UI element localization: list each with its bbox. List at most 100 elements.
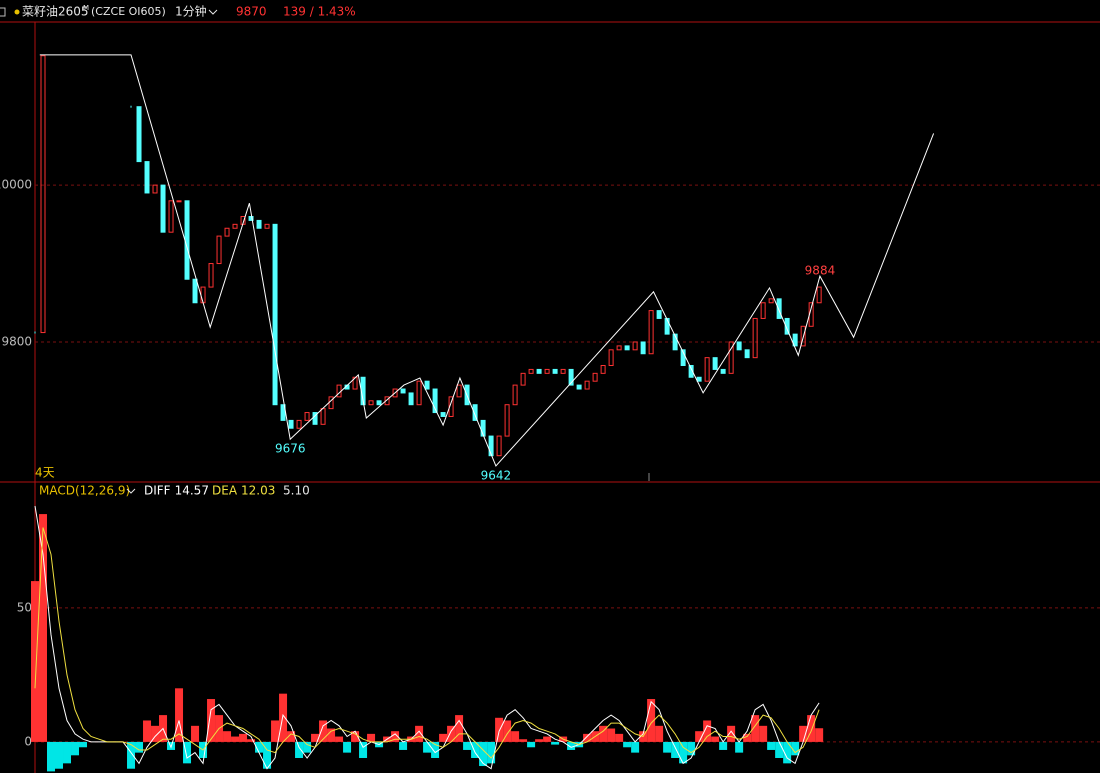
candle bbox=[504, 404, 510, 437]
macd-bar bbox=[703, 720, 712, 742]
macd-bar bbox=[519, 739, 528, 742]
macd-bar bbox=[623, 741, 632, 748]
candle bbox=[392, 388, 398, 398]
candle bbox=[528, 368, 534, 374]
macd-bar bbox=[527, 741, 536, 748]
macd-bar bbox=[191, 725, 200, 742]
y-tick-label: 0 bbox=[24, 734, 32, 748]
macd-bar bbox=[471, 741, 480, 758]
macd-line bbox=[34, 527, 820, 759]
candle bbox=[424, 380, 430, 390]
macd-bar bbox=[263, 741, 272, 769]
macd-bar bbox=[775, 741, 784, 758]
macd-bar bbox=[495, 717, 504, 742]
candle bbox=[696, 376, 702, 382]
macd-bar bbox=[47, 741, 56, 772]
macd-bar bbox=[343, 741, 352, 753]
price-annotation: 9676 bbox=[275, 442, 306, 456]
macd-bar bbox=[231, 736, 240, 742]
macd-bar bbox=[743, 733, 752, 742]
macd-bar bbox=[55, 741, 64, 769]
candle bbox=[152, 184, 158, 194]
candle bbox=[552, 368, 558, 374]
macd-bar bbox=[503, 720, 512, 742]
readout-value: 12.03 bbox=[241, 484, 275, 498]
candle bbox=[264, 223, 270, 229]
macd-bar bbox=[751, 715, 760, 742]
candle bbox=[376, 400, 382, 406]
candle bbox=[616, 345, 622, 351]
candle bbox=[480, 419, 486, 437]
instrument-sup: M bbox=[83, 4, 89, 12]
macd-bar bbox=[439, 733, 448, 742]
readout-name: DEA bbox=[212, 484, 238, 498]
candle bbox=[40, 55, 46, 334]
candle bbox=[656, 310, 662, 319]
readout-name: DIFF bbox=[144, 484, 171, 498]
readout-value: 14.57 bbox=[175, 484, 209, 498]
candle bbox=[488, 435, 494, 457]
macd-bar bbox=[463, 741, 472, 750]
candle bbox=[776, 298, 782, 319]
candle bbox=[536, 368, 542, 374]
macd-bar bbox=[255, 741, 264, 753]
macd-bar bbox=[183, 741, 192, 764]
candle bbox=[400, 388, 406, 394]
macd-bar bbox=[351, 731, 360, 742]
macd-bar bbox=[783, 741, 792, 764]
candle bbox=[456, 384, 462, 398]
macd-bar bbox=[647, 699, 656, 742]
candle bbox=[592, 372, 598, 382]
macd-bar bbox=[615, 733, 624, 742]
candle bbox=[248, 215, 254, 221]
macd-bar bbox=[399, 741, 408, 750]
candle bbox=[280, 404, 286, 421]
macd-bar bbox=[735, 741, 744, 753]
period-selector[interactable]: 1分钟 bbox=[175, 4, 207, 19]
candle bbox=[568, 368, 574, 386]
candle bbox=[744, 349, 750, 359]
candle bbox=[496, 435, 502, 457]
macd-bar bbox=[671, 741, 680, 758]
candle bbox=[736, 341, 742, 351]
candle bbox=[576, 384, 582, 390]
candle bbox=[184, 200, 190, 280]
macd-bar bbox=[31, 581, 39, 742]
macd-line bbox=[34, 505, 820, 770]
macd-bar bbox=[535, 739, 544, 742]
macd-bar bbox=[287, 731, 296, 742]
macd-bar bbox=[759, 725, 768, 742]
window-icon[interactable] bbox=[0, 7, 6, 17]
candle bbox=[608, 349, 614, 366]
macd-bar bbox=[711, 736, 720, 742]
candle bbox=[440, 412, 446, 417]
macd-bar bbox=[391, 731, 400, 742]
candle bbox=[584, 380, 590, 390]
candle bbox=[304, 412, 310, 421]
candle bbox=[296, 419, 302, 429]
macd-bar bbox=[311, 733, 320, 742]
candle bbox=[600, 365, 606, 374]
macd-bar bbox=[223, 731, 232, 742]
macd-chevron[interactable] bbox=[126, 488, 136, 494]
macd-bar bbox=[687, 741, 696, 756]
candle bbox=[216, 235, 222, 265]
instrument-name[interactable]: 菜籽油2605 bbox=[22, 5, 89, 19]
candle bbox=[144, 161, 150, 194]
macd-bar bbox=[359, 741, 368, 758]
candle bbox=[416, 380, 422, 406]
period-chevron[interactable] bbox=[208, 9, 218, 15]
macd-bar bbox=[295, 741, 304, 758]
macd-bar bbox=[271, 720, 280, 742]
candle bbox=[816, 286, 822, 304]
macd-bar bbox=[303, 741, 312, 753]
candle bbox=[472, 404, 478, 421]
candle bbox=[512, 384, 518, 406]
status-dot bbox=[14, 9, 20, 15]
candle bbox=[688, 365, 694, 378]
candle bbox=[560, 368, 566, 374]
candle bbox=[752, 317, 758, 359]
candle bbox=[664, 317, 670, 335]
macd-bar bbox=[815, 728, 824, 742]
